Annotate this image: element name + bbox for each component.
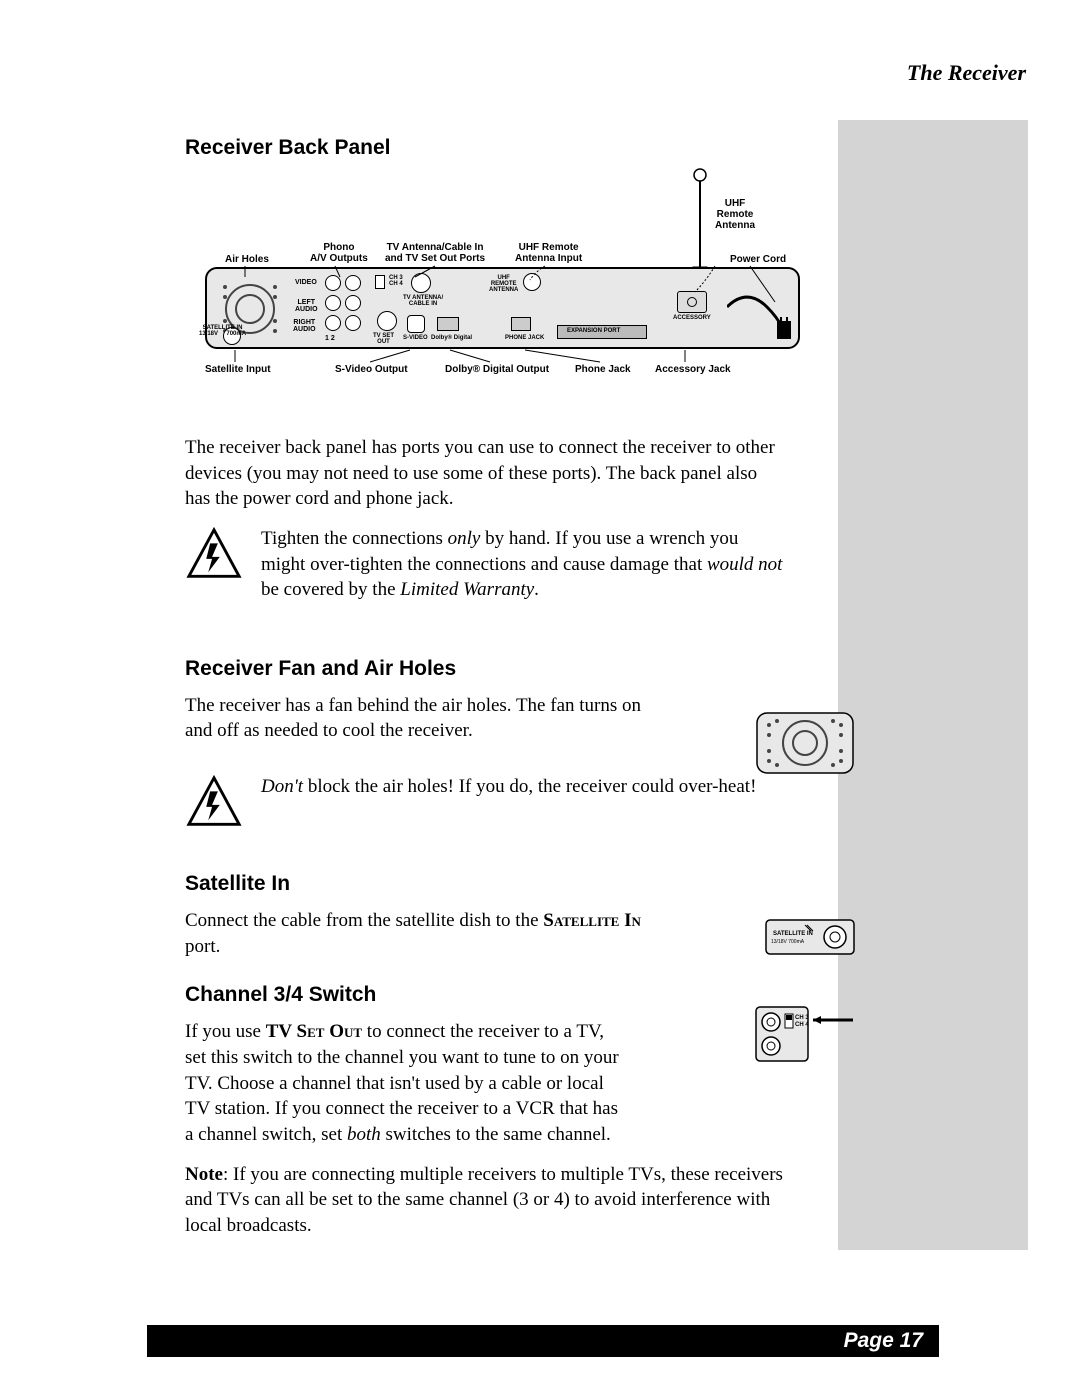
heading-sat: Satellite In [185,872,785,896]
page-header: The Receiver [50,60,1030,86]
panel-svideo: S-VIDEO [403,335,428,342]
sat-body: Connect the cable from the satellite dis… [185,908,665,959]
channel-switch-diagram: CH 3 CH 4 [755,1006,855,1062]
svg-text:CH 4: CH 4 [795,1022,809,1028]
chassis: SATELLITE IN 13/18V 700mA VIDEO LEFT AUD… [205,267,800,349]
panel-12: 1 2 [325,335,335,343]
fan-body: The receiver has a fan behind the air ho… [185,693,665,744]
label-uhf-antenna: UHF Remote Antenna [715,198,755,231]
label-uhf-input: UHF Remote Antenna Input [515,242,582,264]
panel-left-audio: LEFT AUDIO [295,299,318,313]
switch-note: Note: If you are connecting multiple rec… [185,1162,785,1239]
heading-back-panel: Receiver Back Panel [185,136,785,160]
label-phone: Phone Jack [575,364,631,375]
switch-body: If you use TV Set Out to connect the rec… [185,1019,625,1147]
label-dolby: Dolby® Digital Output [445,364,549,375]
panel-tvcable: TV ANTENNA/ CABLE IN [403,295,443,307]
panel-right-audio: RIGHT AUDIO [293,319,316,333]
heading-switch: Channel 3/4 Switch [185,983,785,1007]
label-svideo: S-Video Output [335,364,408,375]
panel-accessory: ACCESSORY [673,315,711,322]
label-accessory: Accessory Jack [655,364,731,375]
satellite-in-diagram: SATELLITE IN 13/18V 700mA [765,919,855,955]
label-tv-ports: TV Antenna/Cable In and TV Set Out Ports [385,242,485,264]
panel-ch34: CH 3 CH 4 [389,275,403,287]
panel-sat-in: SATELLITE IN 13/18V 700mA [199,325,246,337]
back-panel-body: The receiver back panel has ports you ca… [185,435,785,512]
panel-phone: PHONE JACK [505,335,544,342]
panel-dolby: Dolby® Digital [431,335,472,342]
svg-text:CH 3: CH 3 [795,1015,809,1021]
panel-expansion: EXPANSION PORT [567,328,620,335]
fan-diagram [755,711,855,775]
warning-icon [185,526,243,584]
warning-airholes: Don't block the air holes! If you do, th… [185,774,785,832]
panel-uhf: UHF REMOTE ANTENNA [489,275,518,293]
label-air-holes: Air Holes [225,254,269,265]
svg-text:SATELLITE IN: SATELLITE IN [773,931,813,937]
back-panel-diagram: UHF Remote Antenna Air Holes Phono A/V O… [185,172,815,417]
label-sat-input: Satellite Input [205,364,271,375]
sidebar-column [838,120,1028,1250]
label-power: Power Cord [730,254,786,265]
label-phono: Phono A/V Outputs [310,242,368,264]
warning-icon [185,774,243,832]
panel-tvout: TV SET OUT [373,333,394,345]
warning-tighten-text: Tighten the connections only by hand. If… [261,526,785,603]
panel-video: VIDEO [295,279,317,287]
svg-text:13/18V 700mA: 13/18V 700mA [771,939,805,945]
warning-airholes-text: Don't block the air holes! If you do, th… [261,774,756,800]
heading-fan: Receiver Fan and Air Holes [185,657,785,681]
warning-tighten: Tighten the connections only by hand. If… [185,526,785,617]
page-footer: Page 17 [147,1325,939,1357]
